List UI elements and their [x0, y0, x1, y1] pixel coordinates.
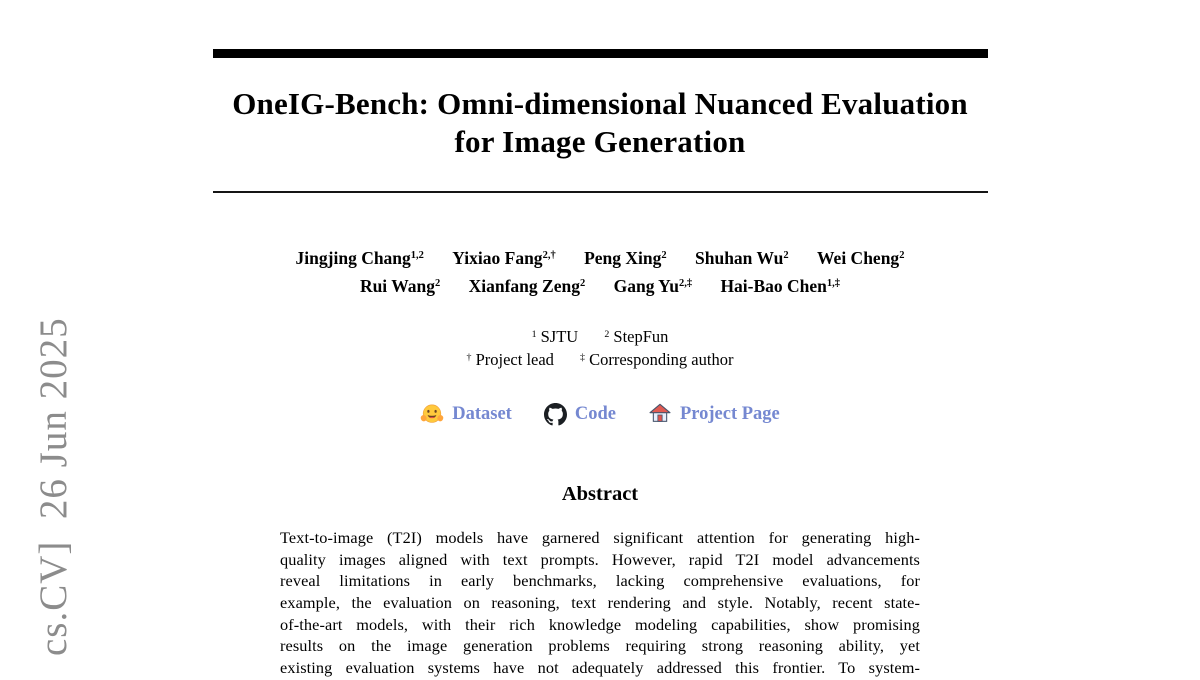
role-note: † Project lead [466, 350, 554, 369]
affiliation-item: 2 StepFun [604, 327, 669, 346]
affiliations-line1: 1 SJTU 2 StepFun [213, 327, 988, 350]
author: Shuhan Wu2 [695, 248, 789, 268]
author-superscript: 2,† [542, 250, 556, 262]
author: Gang Yu2,‡ [613, 276, 693, 296]
dataset-link[interactable]: Dataset [420, 402, 512, 426]
author: Rui Wang2 [359, 276, 441, 296]
github-icon [543, 402, 567, 426]
authors-block: Jingjing Chang1,2 Yixiao Fang2,† Peng Xi… [213, 246, 988, 302]
abstract-text: Text-to-image (T2I) models have garnered… [280, 528, 920, 680]
affiliations: 1 SJTU 2 StepFun † Project lead ‡ Corres… [213, 327, 988, 373]
author-superscript: 1,‡ [826, 278, 841, 290]
abstract-line: reveal limitations in early benchmarks, … [280, 571, 920, 591]
author: Wei Cheng2 [817, 248, 905, 268]
authors-row-2: Rui Wang2 Xianfang Zeng2 Gang Yu2,‡ Hai-… [213, 274, 988, 302]
title-rule-top [212, 49, 988, 58]
author: Peng Xing2 [584, 248, 667, 268]
role-note: ‡ Corresponding author [580, 350, 734, 369]
author-superscript: 2 [899, 250, 905, 262]
abstract-heading: Abstract [561, 483, 639, 505]
abstract-line: quality images aligned with text prompts… [280, 549, 920, 569]
author-superscript: 2 [435, 278, 441, 290]
project-page-link-label[interactable]: Project Page [679, 403, 780, 424]
author-superscript: 2 [579, 278, 586, 290]
affiliation-item: 1 SJTU [531, 327, 579, 346]
abstract-line: of-the-art models, with their rich knowl… [280, 614, 920, 634]
author: Xianfang Zeng2 [468, 276, 586, 296]
abstract-line: example, the evaluation on reasoning, te… [280, 593, 920, 613]
author-superscript: 2,‡ [678, 278, 693, 290]
paper-title-line1: OneIG-Bench: Omni-dimensional Nuanced Ev… [232, 86, 968, 121]
author-superscript: 2 [783, 250, 789, 262]
code-link-label[interactable]: Code [574, 403, 616, 424]
abstract-line: results on the image generation problems… [280, 636, 920, 656]
authors-row-1: Jingjing Chang1,2 Yixiao Fang2,† Peng Xi… [213, 246, 988, 274]
code-link[interactable]: Code [543, 402, 616, 426]
abstract-line: existing evaluation systems have not ade… [280, 658, 920, 678]
project-page-link[interactable]: Project Page [648, 402, 780, 426]
paper-page: OneIG-Bench: Omni-dimensional Nuanced Ev… [212, 0, 988, 680]
author: Hai-Bao Chen1,‡ [720, 276, 841, 296]
paper-title: OneIG-Bench: Omni-dimensional Nuanced Ev… [213, 85, 988, 161]
arxiv-stamp: cs.CV] 26 Jun 2025 [32, 317, 75, 656]
links-row: Dataset Code Project Page [213, 402, 988, 426]
dataset-link-label[interactable]: Dataset [452, 403, 512, 424]
author-superscript: 1,2 [410, 250, 424, 262]
author: Yixiao Fang2,† [452, 248, 556, 268]
paper-title-line2: for Image Generation [454, 124, 746, 159]
author: Jingjing Chang1,2 [295, 248, 424, 268]
affiliations-line2: † Project lead ‡ Corresponding author [213, 350, 988, 373]
title-rule-bottom [212, 191, 988, 193]
huggingface-icon [420, 402, 444, 426]
author-superscript: 2 [661, 250, 667, 262]
abstract-line: Text-to-image (T2I) models have garnered… [280, 528, 920, 547]
house-icon [648, 402, 672, 426]
